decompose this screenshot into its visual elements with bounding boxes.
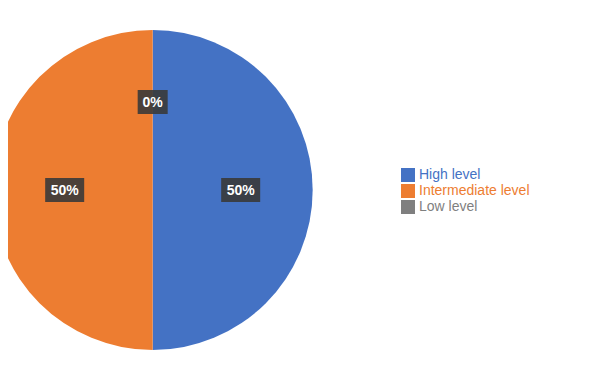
html-text:Low level: Low level [419,198,478,215]
html-text:Intermediate level: Intermediate level [419,181,530,198]
html-text:High level: High level [419,165,481,182]
svg-text:50%: 50% [51,182,80,198]
svg-text:0%: 0% [143,94,164,110]
svg-text:50%: 50% [227,182,256,198]
